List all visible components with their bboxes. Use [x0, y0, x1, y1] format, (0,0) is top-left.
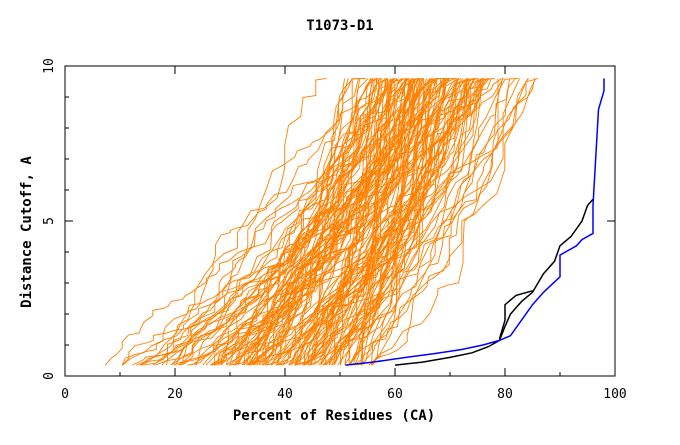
model-line-orange	[194, 78, 414, 366]
model-line-orange	[262, 78, 504, 366]
model-line-orange	[322, 78, 407, 366]
model-line-orange	[202, 78, 353, 366]
model-line-orange	[332, 78, 469, 366]
x-axis-label: Percent of Residues (CA)	[233, 408, 435, 424]
model-line-orange	[353, 78, 459, 366]
model-line-orange	[141, 78, 372, 366]
model-line-orange	[372, 78, 499, 366]
plot-frame	[64, 65, 616, 377]
model-line-orange	[253, 78, 479, 366]
model-line-orange	[265, 78, 410, 366]
model-line-orange	[121, 78, 399, 366]
axes: 0 20 40 60 80 100 0 5 10	[42, 58, 627, 402]
model-line-orange	[213, 78, 424, 366]
model-line-orange	[294, 78, 490, 366]
model-line-orange	[348, 78, 529, 366]
y-axis-label: Distance Cutoff, A	[19, 156, 35, 308]
model-line-orange	[253, 78, 346, 366]
model-line-orange	[280, 77, 456, 366]
model-line-orange	[105, 78, 402, 366]
model-line-orange	[304, 78, 503, 366]
x-tick-label: 80	[497, 387, 513, 402]
model-line-orange	[311, 78, 460, 366]
model-line-orange	[266, 78, 393, 366]
x-tick-label: 100	[603, 387, 626, 402]
model-line-orange	[255, 77, 362, 366]
y-tick-label: 0	[42, 372, 57, 380]
highlight-model-line-0	[394, 198, 594, 366]
model-line-orange	[195, 78, 372, 366]
y-tick-label: 10	[42, 58, 57, 74]
x-tick-label: 60	[387, 387, 403, 402]
model-line-orange	[139, 78, 408, 366]
plot-area	[105, 77, 605, 366]
model-line-orange	[182, 78, 419, 366]
model-line-orange	[139, 77, 382, 366]
model-line-orange	[171, 78, 361, 366]
model-line-orange	[170, 78, 378, 366]
model-line-orange	[328, 77, 484, 366]
model-line-orange	[368, 78, 433, 366]
model-line-orange	[294, 78, 520, 366]
model-line-orange	[334, 78, 446, 366]
y-tick-label: 5	[42, 217, 57, 225]
model-line-orange	[258, 78, 387, 366]
model-line-orange	[191, 78, 423, 366]
model-line-orange	[331, 77, 448, 366]
chart-title: T1073-D1	[306, 18, 373, 34]
model-line-orange	[211, 78, 468, 366]
model-line-orange	[307, 78, 425, 366]
model-line-orange	[325, 78, 414, 366]
model-line-orange	[175, 78, 349, 366]
model-line-orange	[121, 77, 438, 366]
x-tick-label: 0	[61, 387, 69, 402]
model-line-orange	[122, 78, 421, 366]
x-tick-label: 40	[277, 387, 293, 402]
model-line-orange	[258, 78, 431, 366]
model-line-orange	[136, 77, 327, 366]
model-line-orange	[357, 78, 417, 366]
model-line-orange	[371, 77, 517, 366]
model-line-orange	[354, 78, 470, 366]
model-line-orange	[187, 78, 380, 366]
model-line-orange	[248, 78, 377, 366]
model-line-orange	[290, 77, 462, 366]
model-line-orange	[152, 78, 407, 366]
model-line-orange	[361, 78, 529, 366]
x-tick-label: 20	[167, 387, 183, 402]
highlight-model-line-1	[498, 290, 533, 340]
highlight-model-line-2	[345, 78, 605, 366]
model-line-orange	[320, 77, 495, 366]
model-line-orange	[220, 78, 450, 366]
